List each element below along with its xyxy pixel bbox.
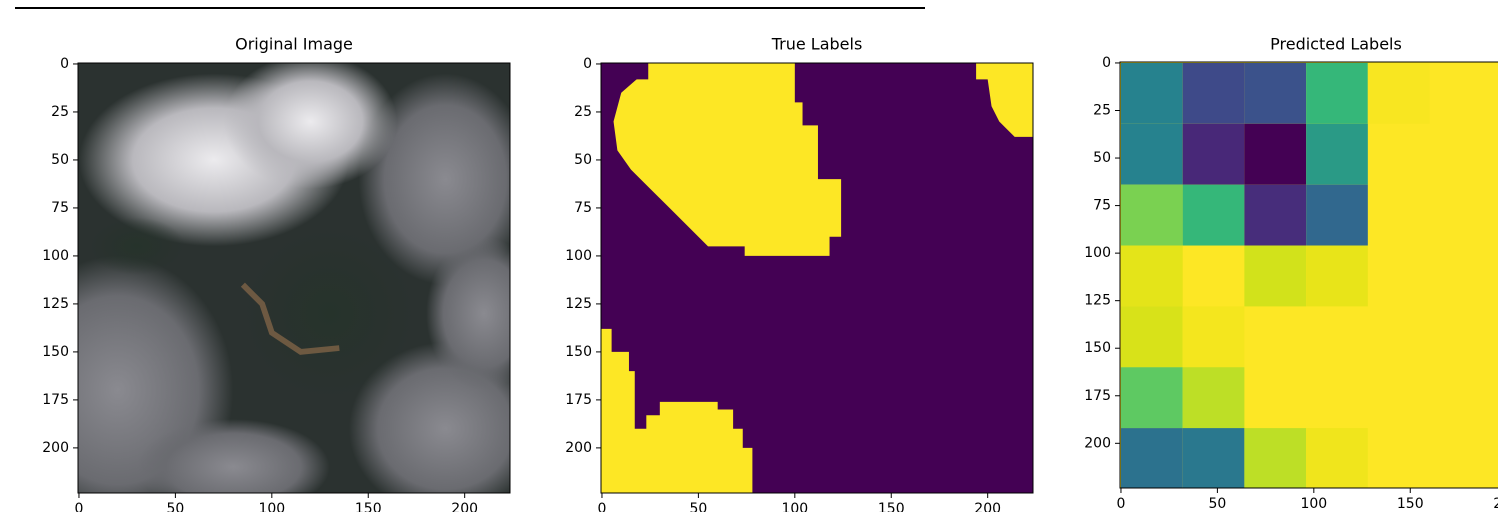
y-tick-label: 125: [565, 296, 592, 312]
x-tick-label: 0: [1117, 496, 1126, 512]
y-tick-label: 175: [42, 392, 69, 408]
axes-frame: [77, 62, 511, 494]
y-tick-label: 75: [574, 200, 592, 216]
y-tick-label: 100: [1084, 245, 1111, 261]
y-tick-label: 200: [42, 440, 69, 456]
y-tick-label: 75: [51, 200, 69, 216]
x-tick-label: 150: [355, 501, 382, 512]
y-tick-label: 150: [42, 344, 69, 360]
panel-title: True Labels: [771, 35, 863, 54]
y-tick-label: 50: [1093, 150, 1111, 166]
y-tick-label: 175: [1084, 388, 1111, 404]
panel-title: Predicted Labels: [1270, 35, 1402, 54]
y-tick-label: 125: [1084, 293, 1111, 309]
x-tick-label: 50: [1208, 496, 1226, 512]
y-tick-label: 50: [574, 152, 592, 168]
y-tick-label: 200: [565, 440, 592, 456]
x-tick-label: 0: [598, 501, 607, 512]
x-tick-label: 0: [75, 501, 84, 512]
axes-frame: [1119, 61, 1498, 489]
x-tick-label: 50: [166, 501, 184, 512]
panel-title: Original Image: [235, 35, 353, 54]
y-tick-label: 0: [1102, 55, 1111, 71]
x-tick-label: 200: [974, 501, 1001, 512]
y-tick-label: 25: [1093, 102, 1111, 118]
true-labels-image: [601, 63, 1033, 493]
x-tick-label: 100: [781, 501, 808, 512]
y-tick-label: 0: [583, 56, 592, 72]
y-tick-label: 25: [51, 104, 69, 120]
y-tick-label: 0: [60, 56, 69, 72]
x-tick-label: 150: [1397, 496, 1424, 512]
y-tick-label: 200: [1084, 435, 1111, 451]
x-tick-label: 100: [258, 501, 285, 512]
y-tick-label: 150: [565, 344, 592, 360]
x-tick-label: 200: [1493, 496, 1498, 512]
y-tick-label: 75: [1093, 198, 1111, 214]
axes-frame: [600, 62, 1034, 494]
y-tick-label: 125: [42, 296, 69, 312]
x-tick-label: 150: [878, 501, 905, 512]
y-tick-label: 175: [565, 392, 592, 408]
y-tick-label: 100: [42, 248, 69, 264]
y-tick-label: 100: [565, 248, 592, 264]
y-tick-label: 25: [574, 104, 592, 120]
y-tick-label: 150: [1084, 340, 1111, 356]
x-tick-label: 50: [689, 501, 707, 512]
x-tick-label: 100: [1300, 496, 1327, 512]
y-tick-label: 50: [51, 152, 69, 168]
predicted-labels-image: [1120, 62, 1498, 488]
original-image: [78, 63, 510, 493]
x-tick-label: 200: [451, 501, 478, 512]
